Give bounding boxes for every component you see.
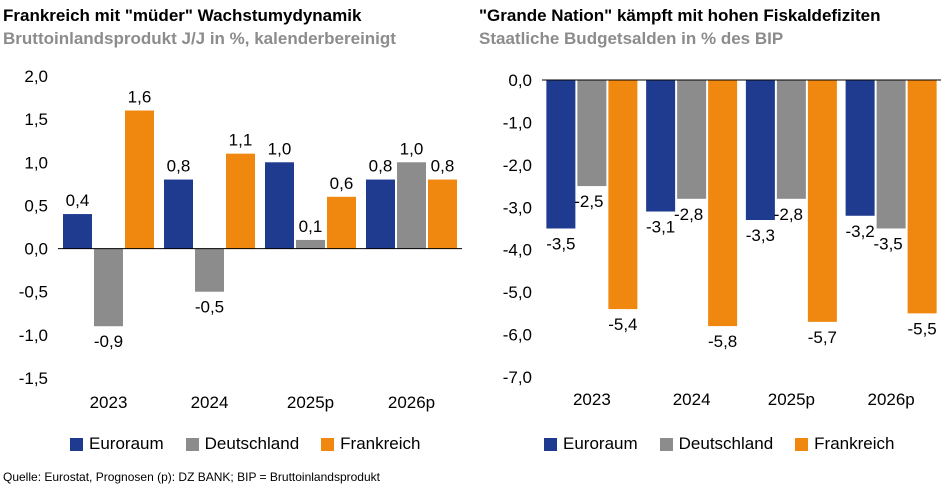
legend-label-deutschland: Deutschland [678,434,774,453]
data-label-deutschland: -2,8 [774,205,803,224]
x-tick-label: 2024 [673,390,711,409]
data-label-euroraum: -3,1 [646,218,675,237]
data-label-deutschland: -3,5 [873,235,902,254]
y-tick-label: -1,0 [503,113,532,132]
legend-item-deutschland: Deutschland [659,434,774,454]
chart-1-legend: Euroraum Deutschland Frankreich [70,434,442,454]
bar-deutschland [677,80,707,199]
x-tick-label: 2023 [573,390,611,409]
bar-euroraum [63,214,92,249]
data-label-frankreich: 0,6 [330,174,354,193]
legend-item-deutschland: Deutschland [185,434,300,454]
y-tick-label: 0,0 [24,240,48,259]
chart-2-title: "Grande Nation" kämpft mit hohen Fiskald… [479,6,881,25]
data-label-euroraum: -3,5 [546,235,575,254]
y-tick-label: 1,0 [24,153,48,172]
legend-swatch-frankreich [321,437,335,451]
data-label-frankreich: -5,5 [907,319,936,338]
chart-2-legend: Euroraum Deutschland Frankreich [544,434,916,454]
bar-deutschland [397,162,426,249]
legend-item-frankreich: Frankreich [321,434,420,454]
y-tick-label: -3,0 [503,198,532,217]
bar-frankreich [226,153,255,249]
bar-frankreich [125,110,154,249]
data-label-deutschland: -0,5 [195,298,224,317]
legend-label-frankreich: Frankreich [814,434,895,453]
y-tick-label: -7,0 [503,368,532,387]
bar-deutschland [876,80,906,229]
y-tick-label: -4,0 [503,241,532,260]
data-label-euroraum: 0,4 [66,191,90,210]
x-tick-label: 2023 [90,393,128,412]
bar-euroraum [265,162,294,249]
bar-euroraum [546,80,576,229]
data-label-deutschland: -0,9 [94,332,123,351]
legend-item-frankreich: Frankreich [795,434,894,454]
data-label-frankreich: -5,4 [608,315,637,334]
legend-swatch-deutschland [185,437,199,451]
bar-frankreich [327,196,356,249]
bar-frankreich [708,80,738,327]
data-label-frankreich: 0,8 [431,157,455,176]
chart-1-subtitle: Bruttoinlandsprodukt J/J in %, kalenderb… [3,29,396,48]
data-label-euroraum: -3,2 [845,222,874,241]
bar-frankreich [428,179,457,249]
data-label-euroraum: 0,8 [369,157,393,176]
data-label-frankreich: -5,7 [808,328,837,347]
data-label-frankreich: -5,8 [708,332,737,351]
bar-euroraum [646,80,676,212]
y-tick-label: -5,0 [503,283,532,302]
data-label-frankreich: 1,6 [128,88,152,107]
bar-deutschland [195,248,224,292]
y-tick-label: -2,0 [503,156,532,175]
y-tick-label: -1,0 [19,326,48,345]
y-tick-label: 0,0 [508,71,532,90]
data-label-frankreich: 1,1 [229,131,253,150]
data-label-euroraum: 0,8 [167,157,191,176]
y-tick-label: -6,0 [503,326,532,345]
bar-euroraum [845,80,875,216]
data-label-deutschland: -2,5 [574,192,603,211]
bar-euroraum [164,179,193,249]
legend-item-euroraum: Euroraum [544,434,638,454]
bar-deutschland [577,80,607,187]
x-tick-label: 2025p [768,390,815,409]
data-label-deutschland: 0,1 [299,217,323,236]
data-label-euroraum: 1,0 [268,139,292,158]
legend-swatch-deutschland [659,437,673,451]
y-tick-label: -1,5 [19,369,48,388]
bar-deutschland [776,80,806,199]
legend-label-euroraum: Euroraum [89,434,164,453]
legend-swatch-frankreich [795,437,809,451]
y-tick-label: 0,5 [24,196,48,215]
legend-label-frankreich: Frankreich [340,434,421,453]
bar-euroraum [366,179,395,249]
bar-frankreich [807,80,837,322]
chart-2-plot: 0,0 -1,0 -2,0 -3,0 -4,0 -5,0 -6,0 -7,0 -3,5 -2,5 -… [503,71,941,409]
data-label-euroraum: -3,3 [746,226,775,245]
chart-2-subtitle: Staatliche Budgetsalden in % des BIP [479,29,784,48]
bar-frankreich [608,80,638,310]
legend-label-euroraum: Euroraum [563,434,638,453]
legend-label-deutschland: Deutschland [204,434,300,453]
chart-1-plot: 2,0 1,5 1,0 0,5 0,0 -0,5 -1,0 -1,5 0,4 -0,9 1,6 202… [19,67,462,412]
bar-deutschland [94,248,123,327]
legend-swatch-euroraum [544,437,557,451]
bar-frankreich [907,80,937,314]
x-tick-label: 2025p [287,393,334,412]
x-tick-label: 2026p [388,393,435,412]
legend-item-euroraum: Euroraum [70,434,164,454]
data-label-deutschland: 1,0 [400,139,424,158]
data-label-deutschland: -2,8 [674,205,703,224]
x-tick-label: 2024 [191,393,229,412]
bar-deutschland [296,239,325,249]
x-tick-label: 2026p [867,390,914,409]
bar-euroraum [745,80,775,221]
y-tick-label: -0,5 [19,283,48,302]
y-tick-label: 2,0 [24,67,48,86]
chart-1-title: Frankreich mit "müder" Wachstumydynamik [3,6,362,25]
legend-swatch-euroraum [70,437,83,451]
source-note: Quelle: Eurostat, Prognosen (p): DZ BANK… [3,470,380,484]
y-tick-label: 1,5 [24,110,48,129]
